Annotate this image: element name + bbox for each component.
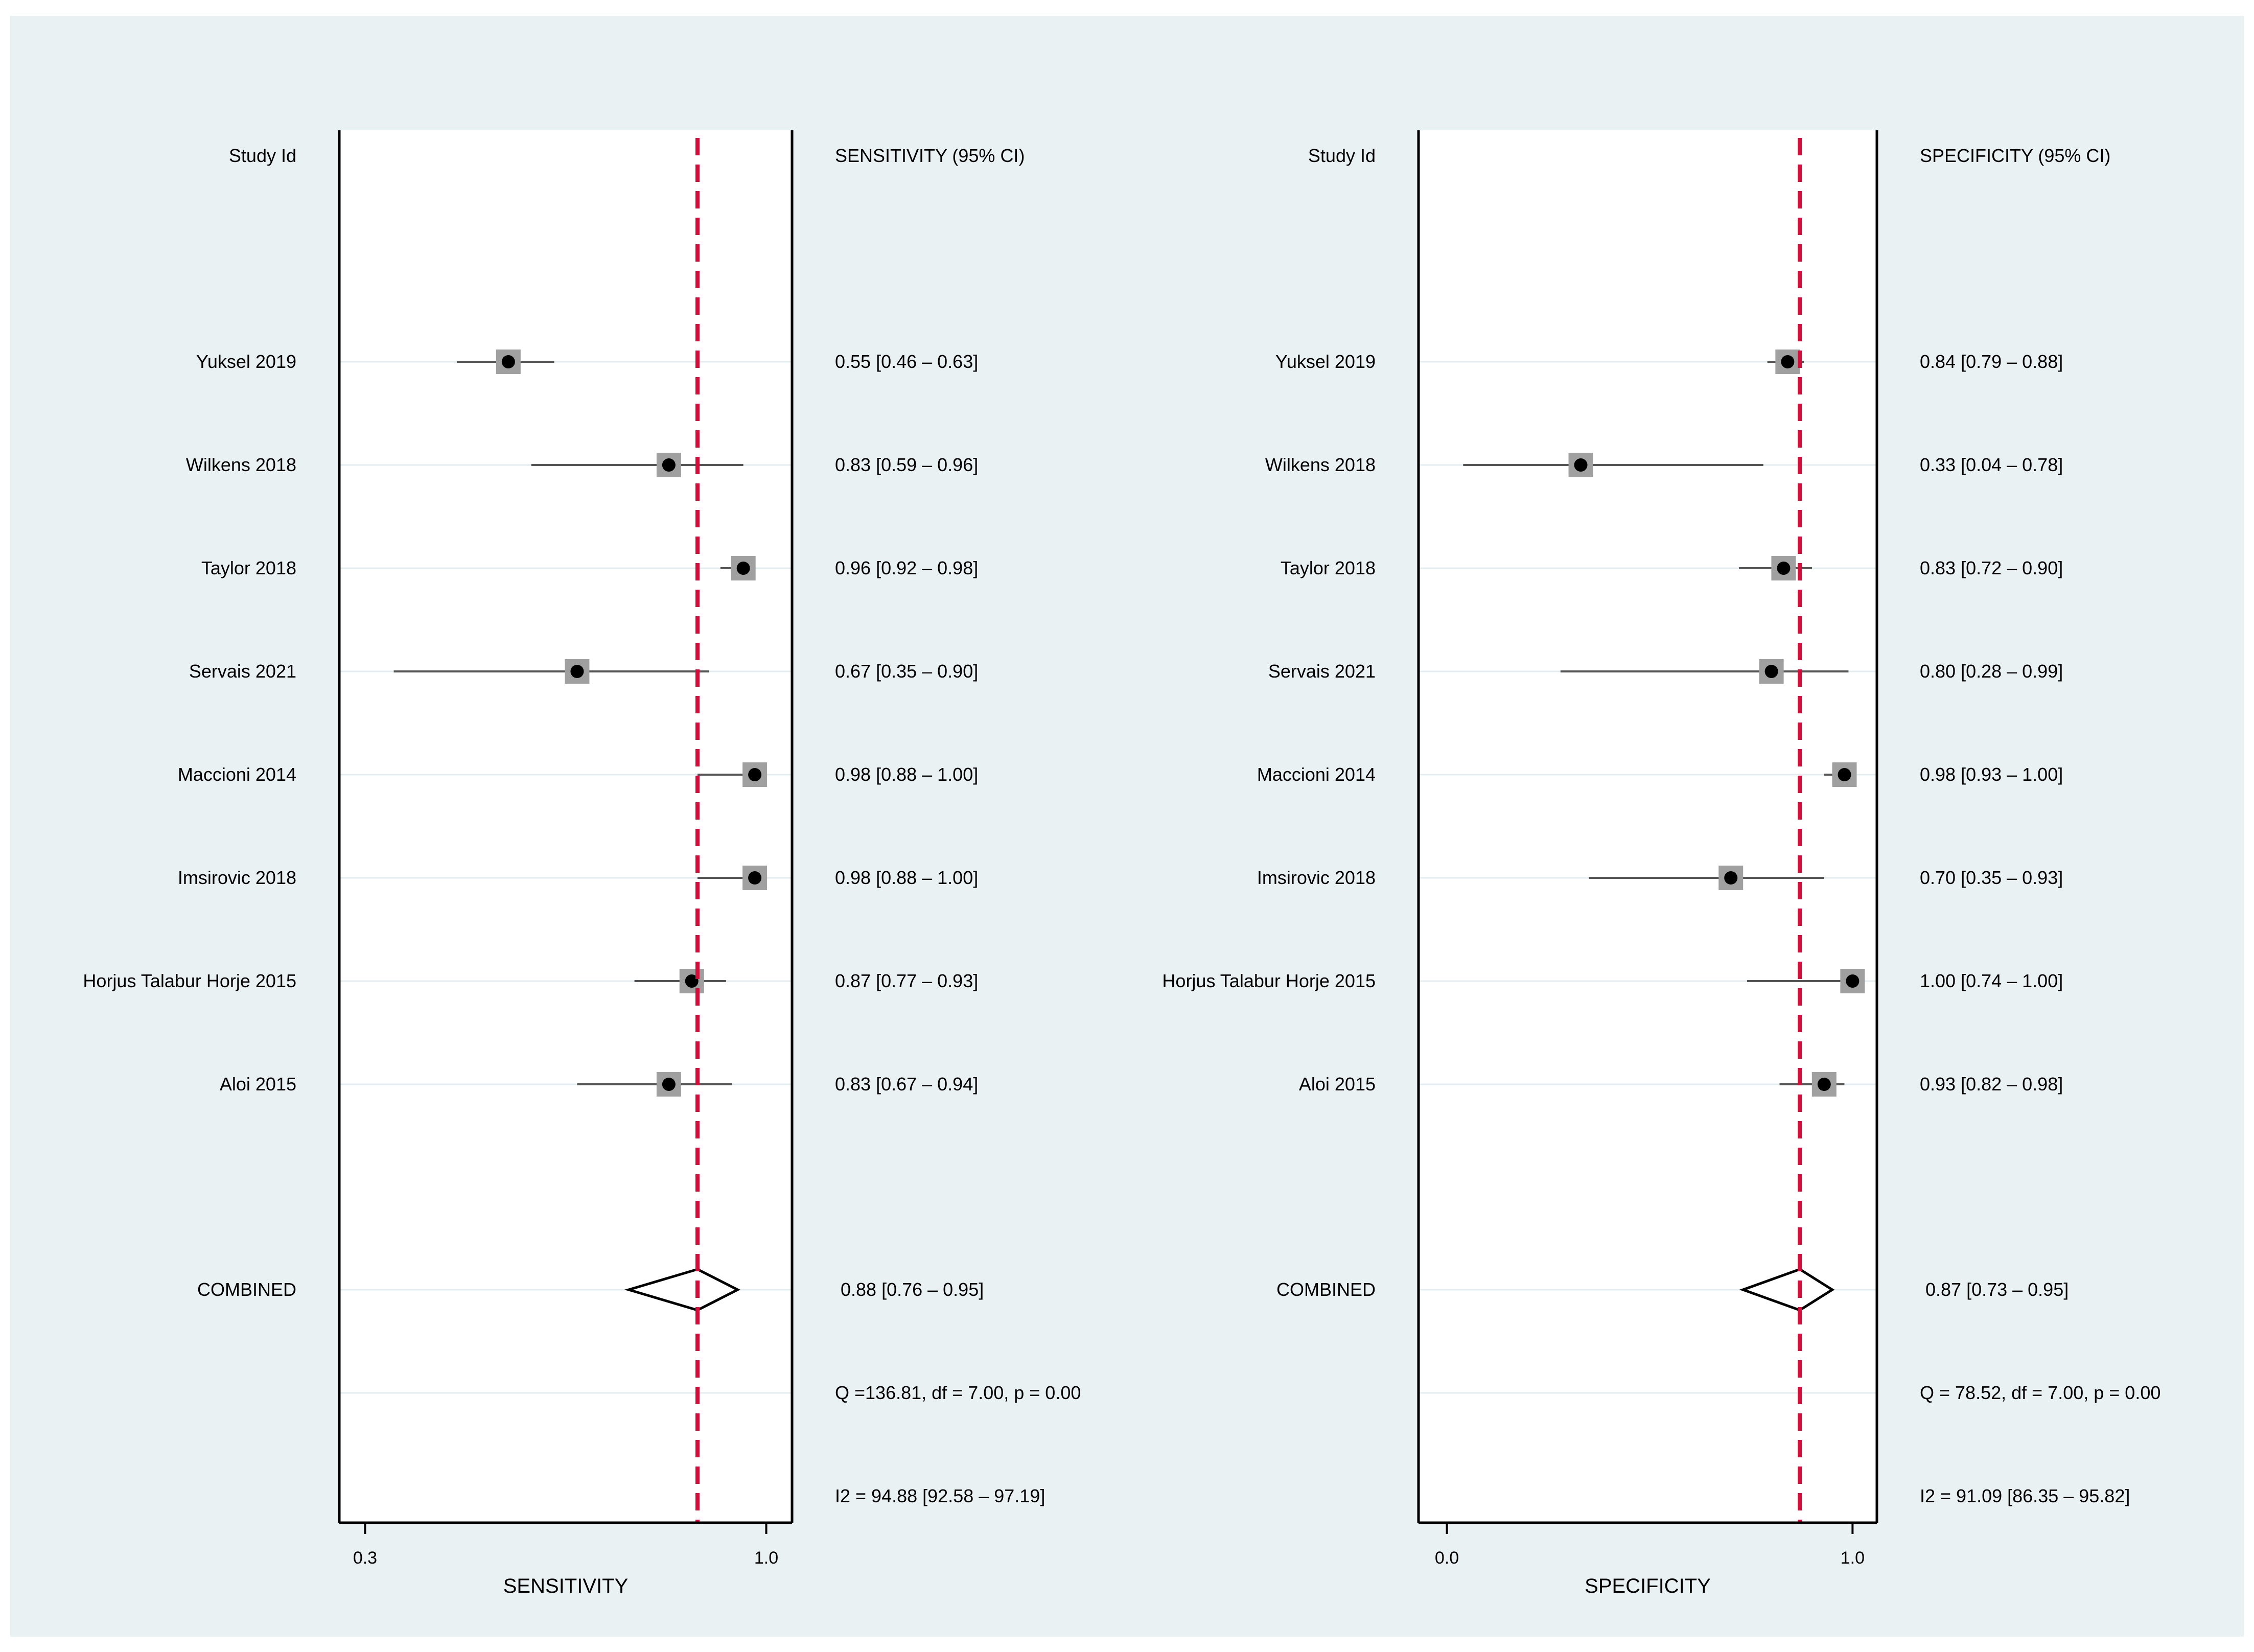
study-name: Maccioni 2014: [1257, 764, 1376, 785]
ci-label: 0.96 [0.92 – 0.98]: [835, 557, 978, 578]
plot-area: [1419, 130, 1877, 1523]
point-estimate: [1764, 665, 1778, 678]
study-name: Yuksel 2019: [196, 351, 296, 372]
study-name: Aloi 2015: [220, 1074, 296, 1095]
ci-label: 0.93 [0.82 – 0.98]: [1920, 1074, 2063, 1095]
ci-label: 0.83 [0.72 – 0.90]: [1920, 557, 2063, 578]
specificity-panel: Study Id SPECIFICITY (95% CI) Yuksel 2019 0…: [1162, 130, 2160, 1597]
point-estimate: [570, 665, 584, 678]
point-estimate: [501, 355, 515, 368]
point-estimate: [1781, 355, 1795, 368]
study-name: Servais 2021: [189, 661, 296, 682]
point-estimate: [1817, 1078, 1831, 1091]
point-estimate: [685, 974, 699, 988]
study-name: Yuksel 2019: [1275, 351, 1376, 372]
ci-label: 0.70 [0.35 – 0.93]: [1920, 867, 2063, 888]
point-estimate: [1724, 871, 1738, 885]
plot-area: [339, 130, 792, 1523]
point-estimate: [736, 562, 750, 575]
i2-statistic: I2 = 94.88 [92.58 – 97.19]: [835, 1485, 1045, 1506]
point-estimate: [748, 871, 762, 885]
study-name: Horjus Talabur Horje 2015: [1162, 970, 1376, 991]
combined-diamond: [624, 1268, 740, 1312]
point-estimate: [1846, 974, 1860, 988]
combined-label: COMBINED: [1276, 1279, 1376, 1300]
combined-diamond: [1739, 1268, 1835, 1312]
study-name: Servais 2021: [1268, 661, 1376, 682]
study-id-header: Study Id: [229, 145, 296, 166]
study-id-header: Study Id: [1308, 145, 1376, 166]
point-estimate: [1777, 562, 1791, 575]
x-tick-label: 0.3: [353, 1548, 377, 1568]
study-name: Aloi 2015: [1299, 1074, 1376, 1095]
sensitivity-panel: Study Id SENSITIVITY (95% CI) Yuksel 2019 0…: [83, 130, 1081, 1597]
x-tick-label: 0.0: [1435, 1548, 1459, 1568]
combined-ci-label: 0.88 [0.76 – 0.95]: [841, 1279, 984, 1300]
ci-label: 1.00 [0.74 – 1.00]: [1920, 970, 2063, 991]
metric-header: SPECIFICITY (95% CI): [1920, 145, 2110, 166]
study-name: Horjus Talabur Horje 2015: [83, 970, 296, 991]
study-name: Imsirovic 2018: [178, 867, 296, 888]
q-statistic: Q =136.81, df = 7.00, p = 0.00: [835, 1382, 1081, 1403]
study-name: Maccioni 2014: [178, 764, 296, 785]
ci-label: 0.33 [0.04 – 0.78]: [1920, 454, 2063, 475]
x-axis-title: SENSITIVITY: [503, 1575, 629, 1597]
ci-label: 0.67 [0.35 – 0.90]: [835, 661, 978, 682]
study-name: Taylor 2018: [201, 557, 296, 578]
combined-ci-label: 0.87 [0.73 – 0.95]: [1925, 1279, 2069, 1300]
point-estimate: [662, 1078, 676, 1091]
ci-label: 0.98 [0.88 – 1.00]: [835, 764, 978, 785]
study-name: Wilkens 2018: [1265, 454, 1376, 475]
study-name: Taylor 2018: [1281, 557, 1376, 578]
point-estimate: [662, 458, 676, 472]
x-axis-title: SPECIFICITY: [1585, 1575, 1711, 1597]
x-tick-label: 1.0: [754, 1548, 778, 1568]
study-name: Imsirovic 2018: [1257, 867, 1376, 888]
point-estimate: [1574, 458, 1588, 472]
ci-label: 0.87 [0.77 – 0.93]: [835, 970, 978, 991]
q-statistic: Q = 78.52, df = 7.00, p = 0.00: [1920, 1382, 2160, 1403]
ci-label: 0.83 [0.59 – 0.96]: [835, 454, 978, 475]
metric-header: SENSITIVITY (95% CI): [835, 145, 1025, 166]
ci-label: 0.98 [0.93 – 1.00]: [1920, 764, 2063, 785]
ci-label: 0.80 [0.28 – 0.99]: [1920, 661, 2063, 682]
ci-label: 0.84 [0.79 – 0.88]: [1920, 351, 2063, 372]
point-estimate: [1838, 768, 1851, 781]
ci-label: 0.98 [0.88 – 1.00]: [835, 867, 978, 888]
ci-label: 0.55 [0.46 – 0.63]: [835, 351, 978, 372]
point-estimate: [748, 768, 762, 781]
combined-label: COMBINED: [197, 1279, 296, 1300]
i2-statistic: I2 = 91.09 [86.35 – 95.82]: [1920, 1485, 2130, 1506]
x-tick-label: 1.0: [1841, 1548, 1865, 1568]
ci-label: 0.83 [0.67 – 0.94]: [835, 1074, 978, 1095]
study-name: Wilkens 2018: [186, 454, 296, 475]
